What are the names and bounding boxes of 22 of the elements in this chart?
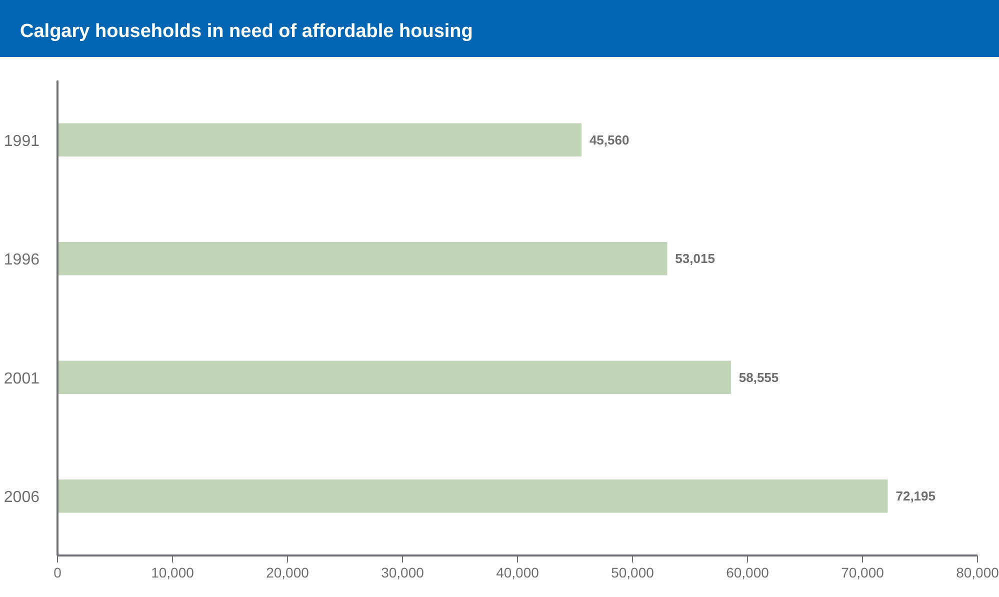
- y-tick-label: 2001: [4, 370, 40, 388]
- bar: [58, 480, 888, 513]
- chart-title: Calgary households in need of affordable housing: [20, 20, 473, 44]
- bar: [58, 123, 582, 156]
- x-tick-label: 30,000: [381, 564, 424, 580]
- data-label: 58,555: [738, 370, 779, 385]
- x-tick-label: 80,000: [956, 564, 999, 580]
- data-label: 53,015: [675, 251, 715, 266]
- data-label: 45,560: [589, 132, 630, 148]
- y-tick-label: 1991: [4, 132, 40, 150]
- y-tick-label: 2006: [4, 489, 40, 506]
- x-tick-label: 40,000: [496, 564, 540, 580]
- data-label: 72,195: [896, 488, 936, 504]
- x-tick-label: 20,000: [266, 564, 310, 580]
- x-tick-label: 60,000: [726, 564, 770, 580]
- x-tick-label: 70,000: [841, 564, 884, 580]
- y-tick-label: 1996: [4, 252, 40, 269]
- bar: [58, 242, 668, 276]
- x-tick-label: 0: [54, 564, 62, 580]
- bar: [58, 360, 731, 394]
- x-tick-label: 50,000: [611, 564, 654, 580]
- x-tick-label: 10,000: [151, 564, 194, 580]
